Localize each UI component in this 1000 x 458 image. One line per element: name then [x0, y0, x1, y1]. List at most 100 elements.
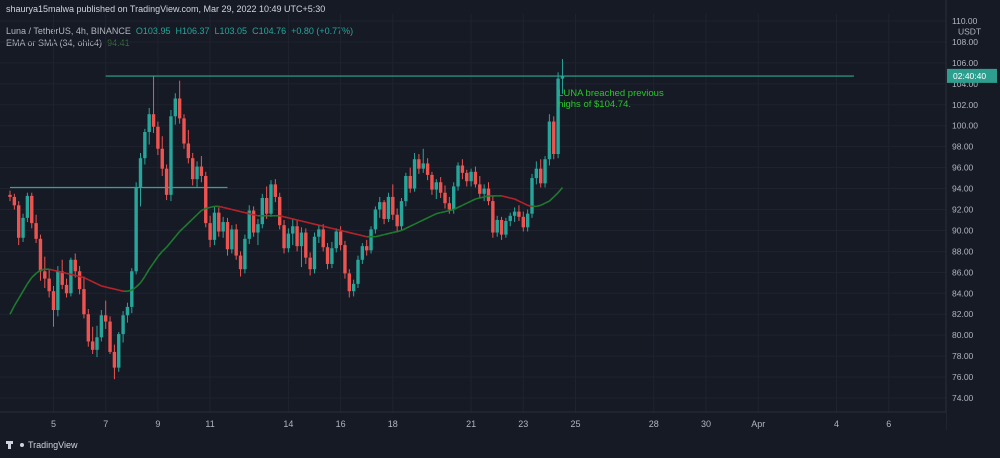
price-axis[interactable]: 110.00 108.00 106.00 104.00 102.00 100.00 98.0…	[945, 0, 1000, 430]
candle-body	[521, 216, 525, 228]
candle-body	[443, 192, 447, 204]
ma-segment	[187, 218, 194, 224]
candle-body	[130, 271, 134, 307]
candle-body	[317, 229, 321, 237]
candle-body	[395, 214, 399, 227]
time-axis[interactable]: 5 7 9 11 14 16 18 21 23 25 28 30 Apr 4 6	[0, 411, 946, 434]
price-tick-label: 108.00	[952, 37, 978, 47]
ma-segment	[183, 222, 189, 228]
candle-body	[334, 231, 338, 249]
candle-body	[560, 75, 565, 79]
candle-body	[404, 175, 408, 202]
ma-segment	[79, 275, 85, 279]
ma-segment	[161, 246, 168, 252]
ma-segment	[92, 281, 98, 285]
symbol-name: Luna / TetherUS, 4h, BINANCE	[6, 26, 131, 36]
ma-segment	[318, 224, 324, 228]
candle-body	[164, 168, 169, 195]
ma-segment	[279, 215, 285, 218]
annotation-text-line2: highs of $104.74.	[558, 99, 631, 110]
current-price-tag	[947, 68, 997, 83]
candle-body	[186, 143, 191, 159]
candle-body	[512, 211, 517, 216]
price-tick-label: 88.00	[952, 246, 974, 256]
candle-body	[217, 212, 221, 232]
change-value: +0.80 (+0.77%)	[291, 26, 354, 36]
candle-body	[173, 98, 177, 117]
candle-body	[408, 175, 412, 189]
candle-body	[469, 171, 473, 182]
candle-body	[212, 212, 217, 240]
candle-body	[99, 315, 104, 338]
candle-body	[199, 166, 204, 176]
candle-body	[30, 195, 34, 224]
candle-body	[295, 226, 299, 247]
current-price-countdown: 02:40:40	[953, 71, 986, 81]
ma-segment	[209, 205, 215, 209]
candle-body	[547, 121, 552, 160]
ma-segment	[227, 207, 233, 211]
price-tick-label: 86.00	[952, 267, 974, 277]
price-tick-label: 100.00	[952, 121, 978, 131]
candle-body	[251, 210, 256, 233]
ma-segment	[427, 215, 433, 219]
candle-body	[382, 202, 386, 219]
tradingview-logo[interactable]: TradingView	[6, 440, 78, 450]
candle-body	[434, 182, 438, 190]
candle-body	[325, 247, 330, 264]
candle-body	[417, 159, 421, 169]
candle-body	[486, 188, 491, 202]
candle-body	[543, 159, 547, 184]
candle-body	[21, 217, 25, 238]
price-tick-label: 98.00	[952, 142, 974, 152]
candle-body	[386, 196, 391, 219]
ma-segment	[105, 286, 111, 289]
ma-segment	[336, 228, 341, 232]
time-tick-label: 28	[649, 419, 659, 429]
candle-body	[360, 246, 365, 260]
price-tick-label: 76.00	[952, 372, 974, 382]
candle-body	[338, 231, 343, 246]
candle-body	[108, 321, 112, 352]
ma-segment	[83, 276, 89, 281]
candle-body	[147, 114, 151, 133]
ma-segment	[418, 219, 424, 223]
ma-segment	[35, 269, 41, 275]
price-tick-label: 90.00	[952, 225, 974, 235]
ma-segment	[309, 222, 315, 225]
indicator-name: EMA or SMA (34, ohlc4)	[6, 38, 103, 48]
candle-body	[117, 334, 121, 368]
time-tick-label: 4	[834, 419, 839, 429]
time-axis-bg	[0, 412, 946, 434]
tradingview-logo-icon	[6, 441, 20, 449]
candle-body	[499, 219, 504, 235]
candle-body	[508, 215, 512, 222]
candle-body	[504, 221, 508, 235]
ma-segment	[53, 269, 59, 273]
price-unit-label: USDT	[958, 26, 981, 36]
ma-segment	[301, 220, 306, 223]
ma-segment	[362, 234, 367, 238]
ma-segment	[405, 225, 411, 230]
ma-segment	[344, 230, 350, 234]
candle-body	[438, 182, 443, 193]
tradingview-logo-dot	[20, 443, 24, 447]
candle-body	[160, 148, 164, 169]
candle-body	[534, 168, 539, 179]
price-tick-label: 96.00	[952, 163, 974, 173]
ma-segment	[96, 283, 102, 287]
candle-body	[356, 259, 360, 284]
candle-body	[8, 194, 12, 197]
ma-segment	[70, 273, 76, 277]
candle-body	[465, 172, 469, 182]
candle-body	[299, 232, 304, 247]
candle-body	[452, 186, 456, 210]
ma-segment	[505, 196, 511, 199]
ma-segment	[48, 268, 54, 272]
candle-body	[430, 174, 434, 190]
ma-segment	[522, 202, 528, 207]
price-tick-label: 80.00	[952, 330, 974, 340]
ma-segment	[192, 214, 198, 220]
ma-segment	[148, 262, 155, 270]
